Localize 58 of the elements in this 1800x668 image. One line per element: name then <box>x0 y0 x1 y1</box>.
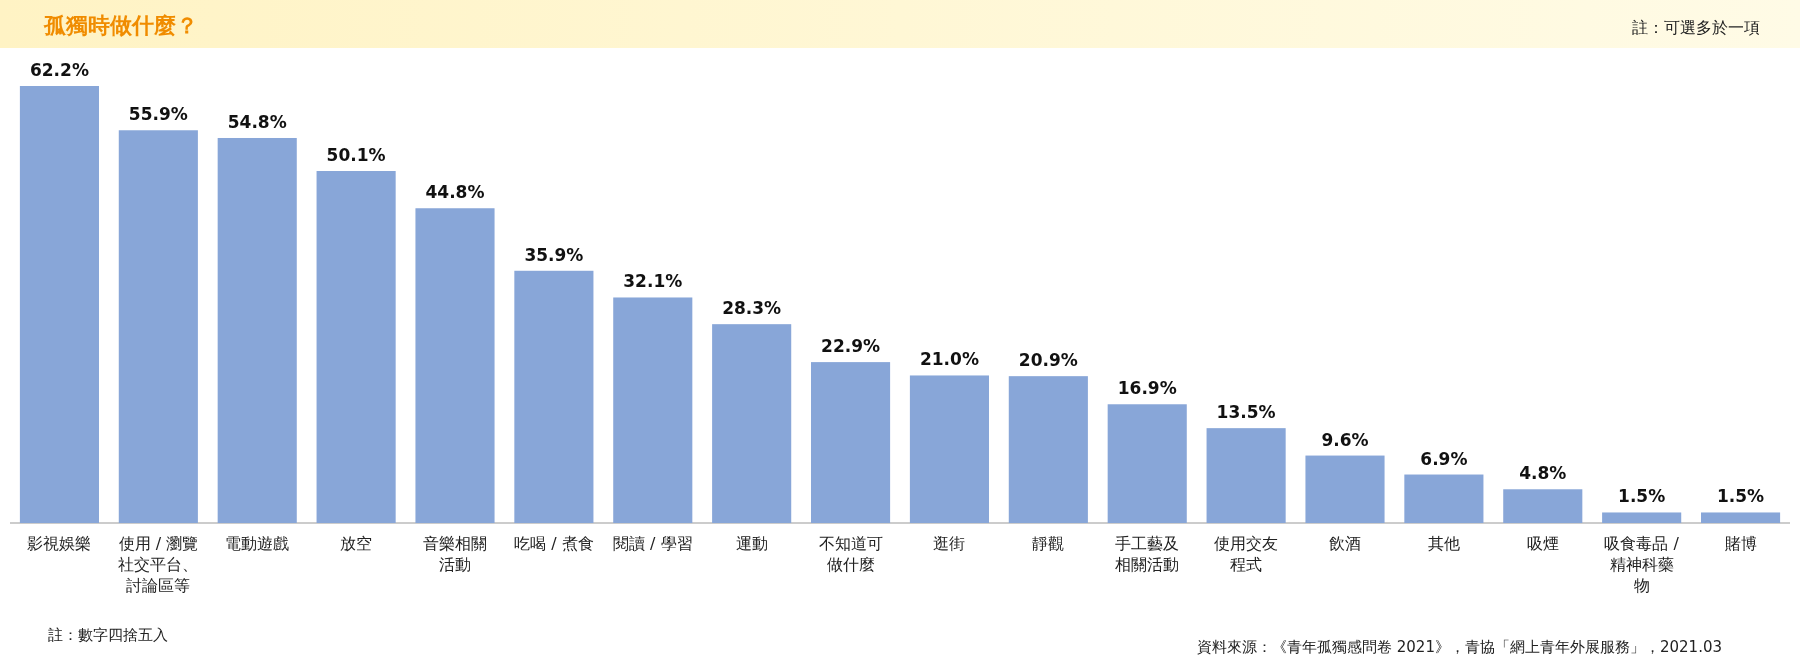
data-label: 62.2% <box>29 60 89 80</box>
data-label: 32.1% <box>623 271 683 292</box>
bar <box>217 137 297 523</box>
bar <box>415 208 495 523</box>
bar <box>1602 512 1682 523</box>
x-tick-label: 吸食毒品 / 精神科藥物 <box>1604 534 1680 595</box>
data-label: 6.9% <box>1420 448 1468 469</box>
bar <box>613 297 693 523</box>
bar <box>1107 404 1187 523</box>
data-label: 4.8% <box>1519 463 1567 484</box>
text: 註：數字四捨五入 <box>48 626 168 644</box>
bar <box>118 130 198 523</box>
data-label: 54.8% <box>227 111 287 132</box>
bar <box>909 375 989 523</box>
x-tick-label: 其他 <box>1427 534 1460 553</box>
bar <box>712 324 792 523</box>
bar <box>1503 489 1583 523</box>
x-tick-label: 吸煙 <box>1526 534 1559 553</box>
source-note: 資料來源：《青年孤獨感問卷 2021》，青協「網上青年外展服務」，2021.03 <box>1197 638 1722 656</box>
x-tick-label: 使用交友程式 <box>1214 534 1279 574</box>
data-label: 28.3% <box>722 298 782 319</box>
data-label: 13.5% <box>1216 402 1276 423</box>
x-tick-label: 運動 <box>735 534 768 553</box>
bar <box>1206 428 1286 523</box>
x-tick-label: 手工藝及相關活動 <box>1115 534 1180 574</box>
bar <box>1404 474 1484 523</box>
data-label: 1.5% <box>1618 486 1666 507</box>
data-label: 9.6% <box>1321 429 1369 450</box>
chart-title: 孤獨時做什麼？ <box>43 13 198 38</box>
data-label: 16.9% <box>1117 378 1177 399</box>
bar <box>19 86 99 523</box>
data-label: 44.8% <box>425 182 485 203</box>
bar <box>316 171 396 523</box>
bar <box>1008 376 1088 523</box>
x-tick-label: 音樂相關活動 <box>423 534 487 574</box>
x-tick-label: 靜觀 <box>1032 534 1065 553</box>
x-tick-label: 閱讀 / 學習 <box>613 534 693 553</box>
x-tick-label: 電動遊戲 <box>225 534 290 553</box>
chart-subtitle: 註：可選多於一項 <box>1632 18 1760 37</box>
data-label: 55.9% <box>128 104 188 125</box>
x-tick-label: 賭博 <box>1724 534 1757 553</box>
data-label: 22.9% <box>821 336 881 357</box>
x-tick-label: 飲酒 <box>1329 534 1361 553</box>
x-tick-label: 放空 <box>340 534 373 553</box>
x-tick-label: 使用 / 瀏覽社交平台、討論區等 <box>118 534 199 595</box>
x-tick-label: 不知道可做什麼 <box>818 534 883 574</box>
bar <box>514 270 594 523</box>
x-tick-label: 吃喝 / 煮食 <box>514 534 594 553</box>
data-label: 20.9% <box>1018 350 1078 371</box>
data-label: 21.0% <box>919 349 979 370</box>
data-label: 35.9% <box>524 244 584 265</box>
x-tick-label: 逛街 <box>933 534 966 553</box>
bar <box>1305 455 1385 523</box>
bar <box>811 362 891 523</box>
data-label: 50.1% <box>326 145 386 166</box>
x-tick-label: 影視娛樂 <box>27 534 92 553</box>
data-label: 1.5% <box>1716 486 1765 507</box>
bar <box>1701 512 1781 523</box>
